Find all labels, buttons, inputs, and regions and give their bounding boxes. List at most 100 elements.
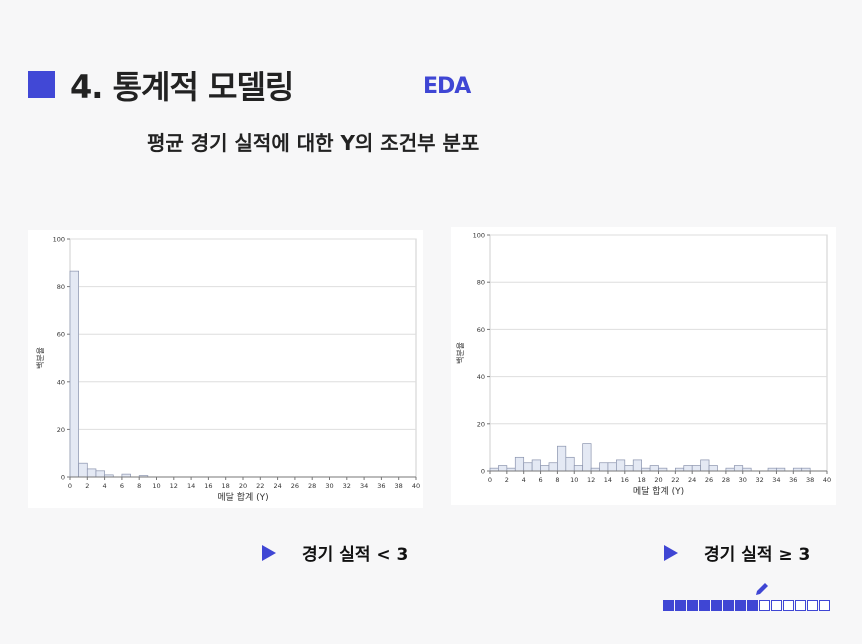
progress-segment bbox=[723, 600, 734, 611]
y-tick-label: 0 bbox=[481, 468, 485, 476]
y-tick-label: 100 bbox=[53, 236, 65, 244]
progress-indicator bbox=[663, 600, 831, 611]
x-tick-label: 28 bbox=[308, 482, 316, 490]
x-tick-label: 36 bbox=[789, 476, 797, 484]
y-tick-label: 60 bbox=[57, 331, 65, 339]
progress-segment bbox=[735, 600, 746, 611]
histogram-bar bbox=[573, 465, 584, 472]
histogram-bar bbox=[691, 465, 701, 472]
x-tick-label: 16 bbox=[204, 482, 212, 490]
x-tick-label: 4 bbox=[103, 482, 107, 490]
histogram-bar bbox=[69, 270, 79, 478]
histogram-bar bbox=[557, 445, 567, 472]
x-tick-label: 36 bbox=[377, 482, 385, 490]
histogram-low-performance: 0 20 40 60 80 100 0 2 4 6 8 10 12 14 16 18 20 22 24 26 28 30 3… bbox=[28, 230, 423, 508]
page-title: 4. 통계적 모델링 bbox=[70, 68, 294, 106]
progress-segment bbox=[663, 600, 674, 611]
legend-low-label: 경기 실적 < 3 bbox=[302, 545, 409, 565]
x-tick-label: 20 bbox=[239, 482, 247, 490]
histogram-bar bbox=[607, 462, 617, 472]
y-tick-label: 20 bbox=[477, 420, 485, 428]
x-tick-label: 40 bbox=[412, 482, 420, 490]
triangle-right-icon bbox=[262, 544, 276, 561]
histogram-bar bbox=[514, 456, 525, 472]
section-tag: EDA bbox=[423, 74, 471, 99]
x-tick-label: 22 bbox=[256, 482, 264, 490]
x-axis-label: 메달 합계 (Y) bbox=[217, 491, 268, 503]
x-tick-label: 4 bbox=[522, 476, 526, 484]
x-tick-label: 2 bbox=[505, 476, 509, 484]
x-tick-label: 14 bbox=[604, 476, 612, 484]
x-tick-label: 2 bbox=[85, 482, 89, 490]
y-tick-label: 80 bbox=[57, 283, 65, 291]
x-tick-label: 30 bbox=[739, 476, 747, 484]
y-tick-label: 40 bbox=[477, 373, 485, 381]
x-tick-label: 18 bbox=[638, 476, 646, 484]
x-tick-label: 24 bbox=[688, 476, 696, 484]
x-tick-label: 22 bbox=[671, 476, 679, 484]
x-tick-label: 10 bbox=[152, 482, 160, 490]
progress-segment bbox=[795, 600, 806, 611]
y-tick-label: 60 bbox=[477, 326, 485, 334]
x-tick-label: 6 bbox=[538, 476, 542, 484]
progress-segment bbox=[807, 600, 818, 611]
x-tick-label: 32 bbox=[343, 482, 351, 490]
histogram-bar bbox=[565, 456, 575, 472]
page-subtitle: 평균 경기 실적에 대한 Y의 조건부 분포 bbox=[147, 131, 480, 155]
legend-high-label: 경기 실적 ≥ 3 bbox=[704, 545, 811, 565]
y-tick-label: 100 bbox=[473, 232, 485, 240]
pencil-icon bbox=[756, 583, 768, 595]
histogram-bar bbox=[95, 470, 105, 478]
progress-segment bbox=[759, 600, 770, 611]
x-tick-label: 40 bbox=[823, 476, 831, 484]
x-tick-label: 24 bbox=[273, 482, 281, 490]
histogram-bar bbox=[632, 459, 643, 472]
histogram-bar bbox=[78, 462, 88, 478]
title-square-icon bbox=[28, 71, 55, 98]
histogram-bar bbox=[616, 459, 626, 472]
x-tick-label: 32 bbox=[755, 476, 763, 484]
histogram-bar bbox=[523, 462, 533, 472]
x-axis-label: 메달 합계 (Y) bbox=[633, 485, 684, 497]
progress-segment bbox=[819, 600, 830, 611]
legend-low: 경기 실적 < 3 bbox=[262, 540, 408, 565]
x-tick-label: 16 bbox=[621, 476, 629, 484]
y-tick-label: 20 bbox=[57, 426, 65, 434]
histogram-bar bbox=[700, 459, 710, 472]
x-tick-label: 8 bbox=[555, 476, 559, 484]
x-tick-label: 38 bbox=[806, 476, 814, 484]
plot-area bbox=[69, 238, 417, 478]
histogram-bar bbox=[683, 465, 693, 472]
histogram-bar bbox=[531, 459, 541, 472]
histogram-bar bbox=[649, 465, 659, 472]
histogram-bar bbox=[540, 465, 550, 472]
x-tick-label: 0 bbox=[68, 482, 72, 490]
progress-segment bbox=[699, 600, 710, 611]
histogram-high-performance: 0 20 40 60 80 100 0 2 4 6 8 10 12 14 16 18 20 22 24 26 28 30 3… bbox=[451, 227, 836, 505]
x-tick-label: 14 bbox=[187, 482, 195, 490]
histogram-bar bbox=[548, 462, 558, 472]
histogram-bar bbox=[733, 465, 744, 472]
histogram-bar bbox=[582, 443, 592, 472]
x-tick-label: 28 bbox=[722, 476, 730, 484]
x-tick-label: 26 bbox=[705, 476, 713, 484]
x-tick-label: 12 bbox=[587, 476, 595, 484]
x-tick-label: 26 bbox=[291, 482, 299, 490]
progress-segment bbox=[711, 600, 722, 611]
y-axis-label: 백분율 bbox=[35, 347, 45, 369]
x-tick-label: 34 bbox=[360, 482, 368, 490]
x-tick-label: 18 bbox=[222, 482, 230, 490]
histogram-bar bbox=[498, 465, 508, 472]
progress-segment bbox=[783, 600, 794, 611]
plot-area bbox=[489, 234, 828, 472]
y-tick-label: 80 bbox=[477, 279, 485, 287]
x-tick-label: 10 bbox=[570, 476, 578, 484]
histogram-bar bbox=[708, 465, 718, 472]
progress-segment bbox=[771, 600, 782, 611]
progress-segment bbox=[747, 600, 758, 611]
x-tick-label: 34 bbox=[772, 476, 780, 484]
x-tick-label: 8 bbox=[137, 482, 141, 490]
y-axis-label: 백분율 bbox=[455, 342, 465, 364]
histogram-bar bbox=[599, 462, 609, 472]
